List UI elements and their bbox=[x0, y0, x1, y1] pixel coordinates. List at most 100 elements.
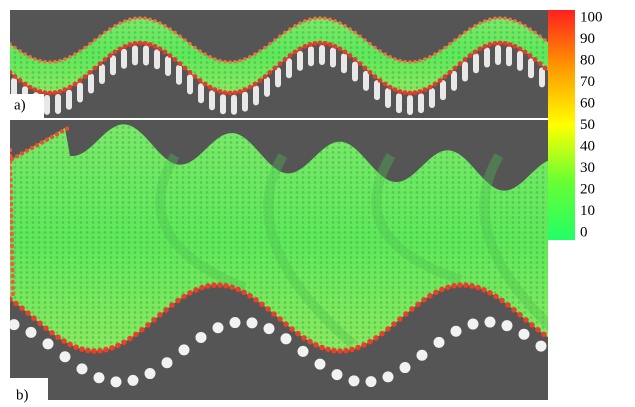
edge-atom bbox=[48, 91, 53, 96]
edge-atom bbox=[398, 59, 402, 63]
pillar bbox=[341, 53, 347, 73]
edge-atom bbox=[175, 298, 181, 304]
edge-atom bbox=[23, 82, 28, 87]
edge-atom bbox=[228, 91, 233, 96]
edge-atom bbox=[408, 60, 412, 64]
edge-atom bbox=[0, 34, 2, 38]
edge-atom bbox=[343, 24, 347, 28]
pillar bbox=[528, 58, 534, 78]
pillar bbox=[242, 92, 248, 112]
edge-atom bbox=[178, 34, 182, 38]
edge-atom bbox=[15, 154, 19, 158]
edge-atom bbox=[13, 46, 17, 50]
edge-atom bbox=[49, 330, 55, 336]
edge-atom bbox=[463, 31, 467, 35]
pillar bbox=[165, 56, 171, 76]
edge-atom bbox=[9, 184, 13, 188]
edge-atom bbox=[319, 345, 325, 351]
atom bbox=[332, 369, 343, 380]
pillar bbox=[44, 95, 50, 115]
edge-atom bbox=[198, 49, 202, 53]
atom bbox=[400, 362, 411, 373]
edge-atom bbox=[8, 166, 12, 170]
atom bbox=[451, 326, 462, 337]
edge-atom bbox=[303, 44, 308, 49]
pillar bbox=[363, 71, 369, 91]
edge-atom bbox=[277, 316, 283, 322]
edge-atom bbox=[528, 27, 532, 31]
edge-atom bbox=[508, 18, 512, 22]
edge-atom bbox=[318, 16, 322, 20]
edge-atom bbox=[7, 296, 13, 302]
edge-atom bbox=[238, 59, 242, 63]
edge-atom bbox=[273, 66, 278, 71]
edge-atom bbox=[518, 21, 522, 25]
edge-atom bbox=[217, 282, 223, 288]
pillar bbox=[374, 80, 380, 100]
edge-atom bbox=[61, 338, 67, 344]
edge-atom bbox=[163, 24, 167, 28]
colorbar-tick-label: 40 bbox=[580, 138, 595, 154]
edge-atom bbox=[538, 34, 542, 38]
edge-atom bbox=[518, 46, 523, 51]
edge-atom bbox=[468, 53, 473, 58]
edge-atom bbox=[85, 348, 91, 354]
edge-atom bbox=[153, 44, 158, 49]
edge-atom bbox=[241, 290, 247, 296]
edge-atom bbox=[337, 348, 343, 354]
edge-atom bbox=[193, 74, 198, 79]
edge-atom bbox=[498, 41, 503, 46]
edge-atom bbox=[55, 132, 59, 136]
edge-atom bbox=[73, 82, 78, 87]
edge-atom bbox=[123, 44, 128, 49]
edge-atom bbox=[18, 78, 23, 83]
edge-atom bbox=[283, 321, 289, 327]
edge-atom bbox=[37, 320, 43, 326]
edge-atom bbox=[93, 66, 98, 71]
edge-atom bbox=[338, 21, 342, 25]
edge-atom bbox=[388, 85, 393, 90]
edge-atom bbox=[528, 53, 533, 58]
edge-atom bbox=[307, 339, 313, 345]
edge-atom bbox=[373, 335, 379, 341]
edge-atom bbox=[113, 24, 117, 28]
pillar bbox=[66, 90, 72, 110]
pillar bbox=[143, 46, 149, 66]
edge-atom bbox=[268, 70, 273, 75]
edge-atom bbox=[58, 89, 63, 94]
atom bbox=[553, 354, 564, 365]
edge-atom bbox=[45, 137, 49, 141]
atom bbox=[9, 319, 20, 330]
edge-atom bbox=[358, 61, 363, 66]
page: a) b) 0102030405060708090100 (() => { co… bbox=[0, 0, 635, 407]
edge-atom bbox=[58, 59, 62, 63]
edge-atom bbox=[278, 34, 282, 38]
edge-atom bbox=[63, 57, 67, 61]
edge-atom bbox=[289, 326, 295, 332]
pillar bbox=[253, 85, 259, 105]
edge-atom bbox=[247, 293, 253, 299]
edge-atom bbox=[295, 331, 301, 337]
edge-atom bbox=[403, 90, 408, 95]
edge-atom bbox=[8, 148, 12, 152]
pillar bbox=[506, 46, 512, 66]
edge-atom bbox=[493, 294, 499, 300]
edge-atom bbox=[158, 46, 163, 51]
edge-atom bbox=[73, 52, 77, 56]
edge-atom bbox=[373, 74, 378, 79]
edge-atom bbox=[9, 226, 13, 230]
edge-atom bbox=[469, 283, 475, 289]
atom bbox=[468, 319, 479, 330]
edge-atom bbox=[313, 342, 319, 348]
atom bbox=[94, 372, 105, 383]
edge-atom bbox=[109, 345, 115, 351]
edge-atom bbox=[73, 344, 79, 350]
edge-atom bbox=[43, 325, 49, 331]
edge-atom bbox=[423, 87, 428, 92]
edge-atom bbox=[445, 284, 451, 290]
colorbar-tick-label: 90 bbox=[580, 31, 595, 47]
edge-atom bbox=[383, 52, 387, 56]
edge-atom bbox=[139, 327, 145, 333]
edge-atom bbox=[118, 46, 123, 51]
edge-atom bbox=[178, 61, 183, 66]
